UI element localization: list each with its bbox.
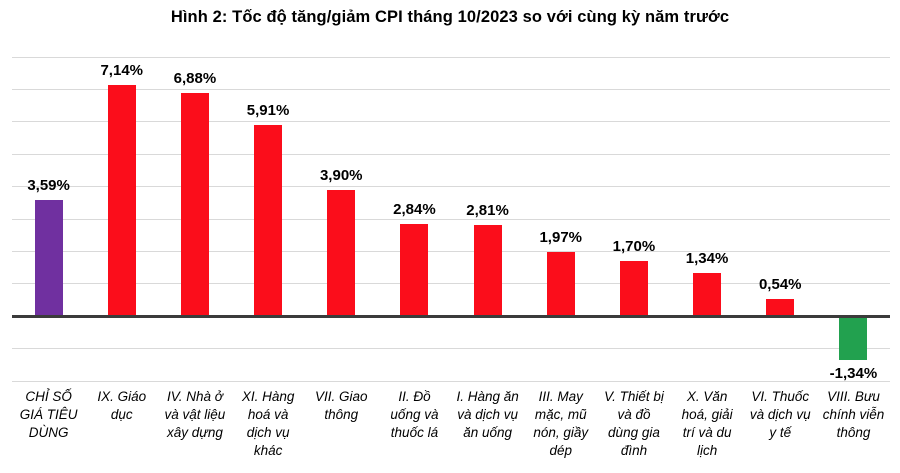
bar-value-label: 7,14% [100,61,144,79]
bar-value-label: 1,34% [685,249,729,267]
bar-value-label: 3,90% [319,166,363,184]
bar-value-label: 6,88% [173,70,217,88]
category-label: VIII. Bưu chính viễn thông [822,389,885,440]
bar-8 [546,252,575,317]
zero-axis-line [12,315,890,318]
bar-value-label: 2,84% [393,201,436,219]
gridline [12,88,890,90]
bar-6 [400,224,429,317]
bar-9 [619,261,648,317]
bar-5 [327,189,356,317]
bar-1 [34,199,63,317]
bar-value-label: 3,59% [27,176,70,194]
bar-2 [107,84,136,317]
bar-value-label: 1,97% [539,229,583,247]
category-label: XI. Hàng hoá và dịch vụ khác [241,389,295,458]
chart-title: Hình 2: Tốc độ tăng/giảm CPI tháng 10/20… [170,8,730,26]
category-label: VI. Thuốc và dịch vụ y tế [749,389,811,440]
gridline [12,121,890,123]
gridline [12,153,890,155]
gridline [12,380,890,382]
gridline [12,218,890,220]
category-label: II. Đồ uống và thuốc lá [390,389,439,440]
category-label: V. Thiết bị và đồ dùng gia đình [604,389,664,458]
bar-value-label: 1,70% [612,238,656,256]
bar-value-label: 5,91% [246,101,290,119]
bar-value-label: -1,34% [829,364,878,382]
bar-4 [254,124,283,317]
category-label: CHỈ SỐ GIÁ TIÊU DÙNG [19,389,78,440]
bar-11 [766,298,795,317]
plot-area: 3,59% 7,14% 6,88% 5,91% 3,90% 2,84% 2,81% 1,97%… [12,56,890,382]
bar-value-label: 2,81% [466,202,509,220]
bar-value-label: 0,54% [758,275,802,293]
gridline [12,283,890,285]
category-label: VII. Giao thông [315,389,368,422]
bar-7 [473,225,502,317]
bar-10 [693,272,722,317]
category-label: IX. Giáo dục [97,389,147,422]
category-axis: CHỈ SỐ GIÁ TIÊU DÙNG IX. Giáo dục IV. Nhà … [12,388,890,460]
category-label: III. May mặc, mũ nón, giầy dép [533,389,589,458]
category-label: X. Văn hoá, giải trí và du lịch [681,389,733,458]
category-label: IV. Nhà ở và vật liệu xây dựng [164,389,226,440]
gridline [12,186,890,188]
bar-3 [180,93,209,317]
bar-12 [839,316,868,360]
gridline [12,56,890,58]
gridline [12,250,890,252]
category-label: I. Hàng ăn và dịch vụ ăn uống [456,389,519,440]
gridline [12,348,890,350]
